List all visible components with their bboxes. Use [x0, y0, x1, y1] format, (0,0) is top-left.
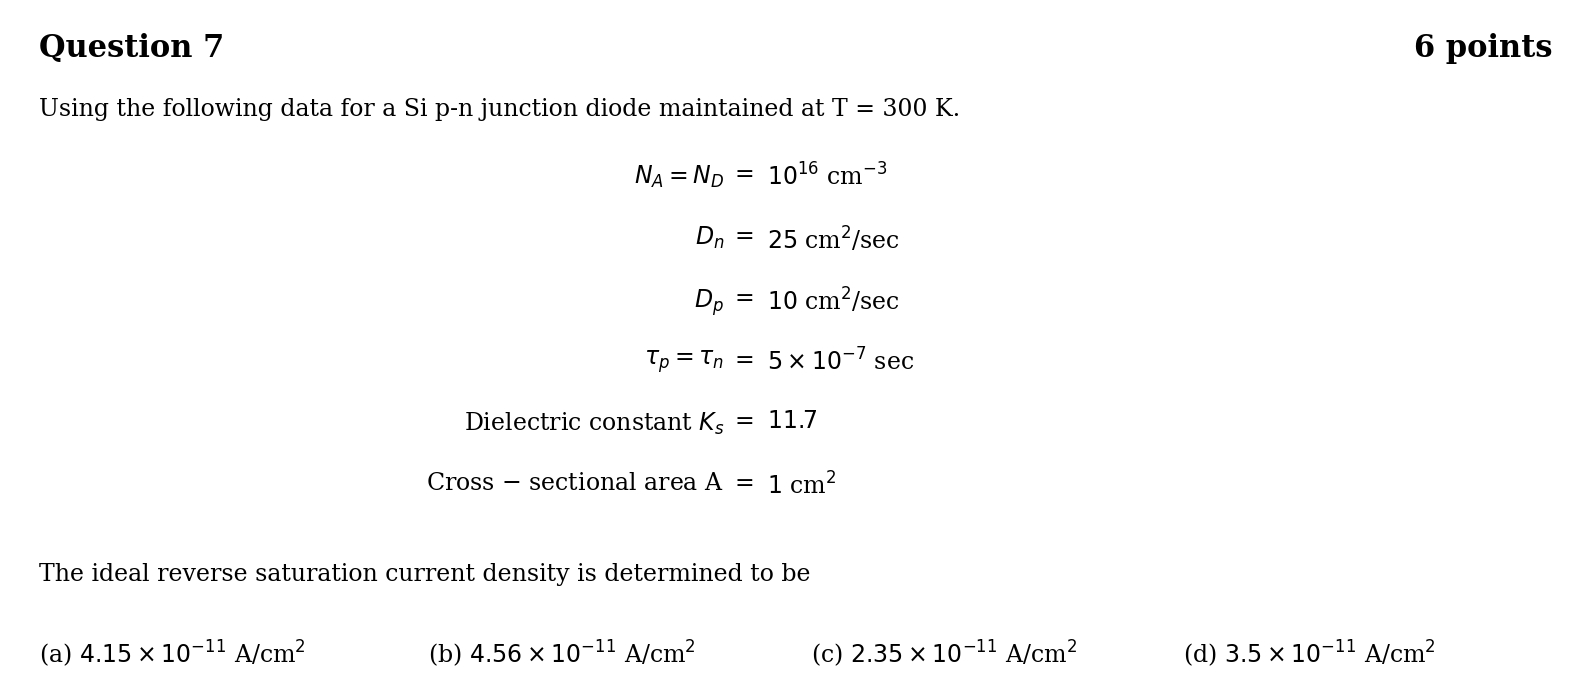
Text: =: =	[735, 349, 754, 372]
Text: The ideal reverse saturation current density is determined to be: The ideal reverse saturation current den…	[40, 563, 810, 586]
Text: $1$ cm$^2$: $1$ cm$^2$	[767, 472, 837, 500]
Text: $10^{16}$ cm$^{-3}$: $10^{16}$ cm$^{-3}$	[767, 164, 888, 191]
Text: (c) $2.35\times10^{-11}$ A/cm$^2$: (c) $2.35\times10^{-11}$ A/cm$^2$	[811, 637, 1077, 669]
Text: $11.7$: $11.7$	[767, 410, 818, 433]
Text: 6 points: 6 points	[1413, 33, 1551, 64]
Text: (b) $4.56\times10^{-11}$ A/cm$^2$: (b) $4.56\times10^{-11}$ A/cm$^2$	[428, 637, 697, 669]
Text: (a) $4.15\times10^{-11}$ A/cm$^2$: (a) $4.15\times10^{-11}$ A/cm$^2$	[40, 637, 305, 669]
Text: Dielectric constant $K_s$: Dielectric constant $K_s$	[463, 410, 724, 437]
Text: $D_p$: $D_p$	[694, 287, 724, 318]
Text: =: =	[735, 410, 754, 433]
Text: =: =	[735, 225, 754, 248]
Text: Using the following data for a Si p-n junction diode maintained at T = 300 K.: Using the following data for a Si p-n ju…	[40, 99, 961, 122]
Text: =: =	[735, 164, 754, 187]
Text: =: =	[735, 472, 754, 495]
Text: (d) $3.5\times10^{-11}$ A/cm$^2$: (d) $3.5\times10^{-11}$ A/cm$^2$	[1184, 637, 1437, 669]
Text: $5 \times 10^{-7}$ sec: $5 \times 10^{-7}$ sec	[767, 349, 915, 376]
Text: $D_n$: $D_n$	[695, 225, 724, 251]
Text: $N_A = N_D$: $N_A = N_D$	[633, 164, 724, 189]
Text: $\tau_p = \tau_n$: $\tau_p = \tau_n$	[644, 349, 724, 375]
Text: $10$ cm$^2$/sec: $10$ cm$^2$/sec	[767, 287, 901, 316]
Text: $25$ cm$^2$/sec: $25$ cm$^2$/sec	[767, 225, 901, 254]
Text: Cross $-$ sectional area A: Cross $-$ sectional area A	[426, 472, 724, 495]
Text: =: =	[735, 287, 754, 310]
Text: Question 7: Question 7	[40, 33, 224, 64]
